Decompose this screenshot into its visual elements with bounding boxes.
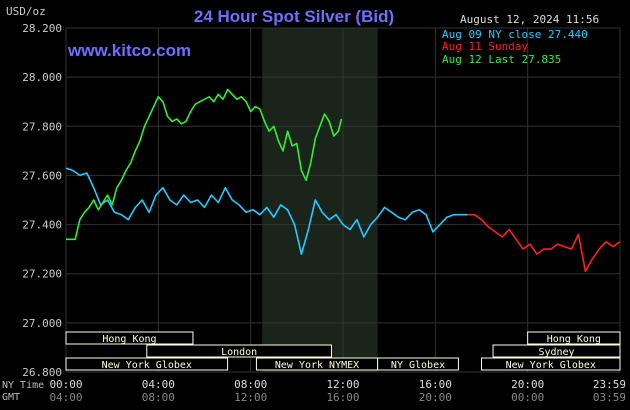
session-label: London: [221, 347, 257, 358]
session-label: New York Globex: [506, 360, 596, 371]
x-tick-gmt: 20:00: [419, 391, 452, 404]
session-label: New York NYMEX: [275, 360, 359, 371]
x-tick-ny: 12:00: [326, 378, 359, 391]
y-tick-label: 27.200: [22, 268, 62, 281]
legend-aug11: Aug 11 Sunday: [442, 40, 528, 53]
series-line-2: [66, 88, 343, 241]
y-axis-ticks: 28.200 28.000 27.800 27.600 27.400 27.200 27.0…: [22, 22, 62, 379]
session-bar: [527, 331, 621, 345]
session-bar: [481, 357, 621, 371]
y-tick-label: 27.600: [22, 169, 62, 182]
x-tick-ny: 20:00: [511, 378, 544, 391]
x-tick-ny: 00:00: [49, 378, 82, 391]
session-bars: Hong Kong London New York Globex New York N…: [65, 331, 621, 371]
legend-aug12: Aug 12 Last 27.835: [442, 53, 561, 66]
series-line-0: [65, 167, 468, 255]
x-axis-ticks: 00:0004:0004:0008:0008:0012:0012:0016:00…: [49, 378, 626, 404]
session-label: Hong Kong: [102, 334, 156, 345]
session-label: Sydney: [538, 347, 574, 358]
market-hours-highlight: [262, 28, 378, 372]
y-tick-label: 28.000: [22, 71, 62, 84]
session-bar: [492, 344, 621, 358]
y-tick-label: 27.400: [22, 219, 62, 232]
grid-lines: [65, 27, 621, 373]
session-label: NY Globex: [391, 360, 445, 371]
y-tick-label: 27.000: [22, 317, 62, 330]
session-bar: [146, 344, 332, 358]
y-tick-label: 27.800: [22, 120, 62, 133]
price-lines: [65, 88, 621, 273]
x-tick-ny: 08:00: [234, 378, 267, 391]
x-tick-gmt: 03:59: [593, 391, 626, 404]
x-tick-ny: 16:00: [419, 378, 452, 391]
x-tick-gmt: 04:00: [49, 391, 82, 404]
x-tick-gmt: 16:00: [326, 391, 359, 404]
x-tick-ny: 04:00: [142, 378, 175, 391]
session-label: New York Globex: [102, 360, 192, 371]
legend-aug09: Aug 09 NY close 27.440: [442, 28, 588, 41]
date-label: August 12, 2024 11:56: [460, 13, 599, 26]
session-bar: [65, 357, 229, 371]
unit-label: USD/oz: [6, 5, 46, 18]
gmt-label: GMT: [2, 392, 20, 403]
session-bar: [377, 357, 459, 371]
x-tick-gmt: 08:00: [142, 391, 175, 404]
session-label: Hong Kong: [547, 334, 601, 345]
x-tick-ny: 23:59: [593, 378, 626, 391]
ny-time-label: NY Time: [2, 380, 44, 391]
site-link[interactable]: www.kitco.com: [67, 41, 191, 60]
y-tick-label: 28.200: [22, 22, 62, 35]
x-tick-gmt: 00:00: [511, 391, 544, 404]
x-tick-gmt: 12:00: [234, 391, 267, 404]
chart-title: 24 Hour Spot Silver (Bid): [194, 7, 394, 26]
y-tick-label: 26.800: [22, 366, 62, 379]
session-bar: [65, 331, 194, 345]
series-line-1: [467, 213, 621, 273]
